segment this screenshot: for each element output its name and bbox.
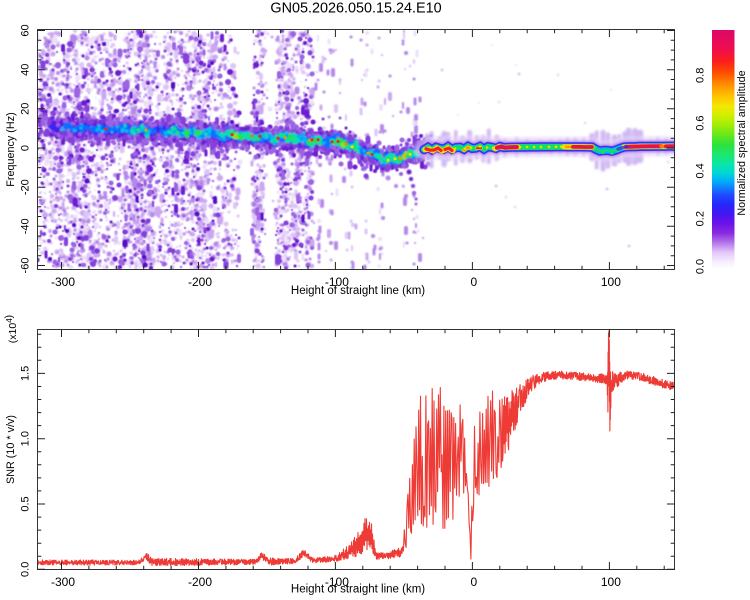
svg-text:100: 100 xyxy=(601,575,621,589)
svg-text:SNR (10 * v/v): SNR (10 * v/v) xyxy=(5,415,17,484)
svg-text:0.2: 0.2 xyxy=(695,211,707,226)
svg-text:-60: -60 xyxy=(20,258,32,274)
svg-text:20: 20 xyxy=(20,103,32,115)
svg-text:-300: -300 xyxy=(51,575,75,589)
svg-text:Height of straight line (km): Height of straight line (km) xyxy=(291,285,425,297)
svg-text:-20: -20 xyxy=(20,179,32,195)
svg-text:0.0: 0.0 xyxy=(695,259,707,274)
svg-text:1.5: 1.5 xyxy=(20,366,32,381)
svg-text:-200: -200 xyxy=(188,575,212,589)
svg-text:-100: -100 xyxy=(325,275,349,289)
svg-text:Normalized spectral amplitude: Normalized spectral amplitude xyxy=(736,70,748,215)
svg-text:-200: -200 xyxy=(188,275,212,289)
svg-text:0: 0 xyxy=(471,575,478,589)
svg-text:-100: -100 xyxy=(325,575,349,589)
svg-text:60: 60 xyxy=(20,24,32,36)
svg-text:0: 0 xyxy=(20,145,32,151)
svg-text:0.5: 0.5 xyxy=(20,496,32,511)
svg-text:0.8: 0.8 xyxy=(695,68,707,83)
svg-text:0.6: 0.6 xyxy=(695,115,707,130)
svg-text:GN05.2026.050.15.24.E10: GN05.2026.050.15.24.E10 xyxy=(270,1,441,17)
svg-text:0: 0 xyxy=(471,275,478,289)
svg-text:Frequency (Hz): Frequency (Hz) xyxy=(5,112,17,186)
svg-text:0.0: 0.0 xyxy=(20,562,32,577)
svg-text:40: 40 xyxy=(20,64,32,76)
svg-text:1.0: 1.0 xyxy=(20,431,32,446)
svg-text:0.4: 0.4 xyxy=(695,163,707,178)
svg-text:-40: -40 xyxy=(20,218,32,234)
svg-text:-300: -300 xyxy=(51,275,75,289)
svg-text:Height of straight line (km): Height of straight line (km) xyxy=(291,584,425,596)
svg-text:100: 100 xyxy=(601,275,621,289)
